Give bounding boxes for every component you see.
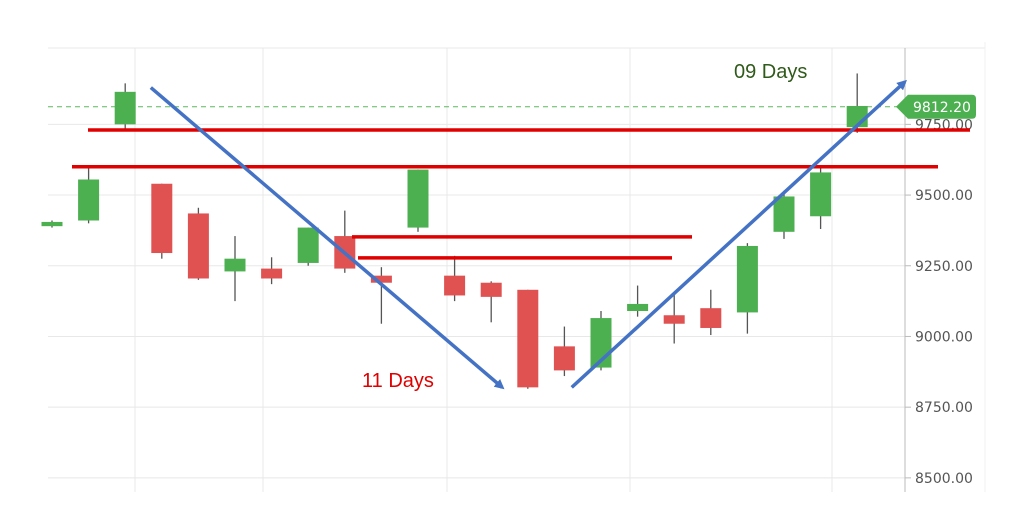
candles-layer [41, 73, 868, 389]
candle [187, 207, 209, 280]
candle-body-down [444, 275, 466, 296]
candle-body-down [553, 346, 575, 371]
candle [663, 294, 685, 344]
candle [517, 289, 539, 389]
candle-body-up [627, 303, 649, 312]
annotations-layer: 11 Days 09 Days [362, 61, 807, 392]
candle [151, 183, 173, 259]
candle [334, 210, 356, 273]
candle-body-down [187, 213, 209, 279]
current-price-tag [896, 94, 976, 119]
candle [627, 285, 649, 317]
candle-body-up [773, 196, 795, 232]
candle [78, 166, 100, 224]
candle-body-down [480, 282, 502, 297]
annotation-11-days: 11 Days [362, 370, 434, 392]
candle [736, 243, 758, 334]
candle [773, 190, 795, 239]
candle [297, 227, 319, 266]
candle-body-down [261, 268, 283, 279]
candle-body-up [736, 245, 758, 313]
candle [114, 83, 136, 129]
candle-body-up [224, 258, 246, 272]
y-tick-label: 9250.00 [915, 259, 973, 275]
candle [224, 236, 246, 302]
candle-body-down [151, 183, 173, 254]
candle [444, 255, 466, 302]
trend-arrow [149, 86, 505, 390]
y-tick-label: 8750.00 [915, 400, 973, 416]
candle-body-down [700, 308, 722, 328]
candle [261, 257, 283, 285]
candle-body-down [370, 275, 392, 283]
candle [41, 220, 63, 228]
candle-body-down [663, 315, 685, 324]
price-tag-layer: 9812.20 [896, 94, 976, 119]
y-tick-label: 8500.00 [915, 471, 973, 487]
horizontal-levels-layer [72, 128, 970, 260]
candle-body-up [297, 227, 319, 263]
candle [407, 169, 429, 232]
candle-body-up [114, 91, 136, 125]
candle [553, 326, 575, 377]
y-tick-label: 9000.00 [915, 329, 973, 345]
y-axis: 8500.008750.009000.009250.009500.009750.… [48, 42, 986, 492]
candle-body-up [407, 169, 429, 228]
y-tick-label: 9500.00 [915, 188, 973, 204]
candle-body-up [41, 221, 63, 227]
candle [370, 267, 392, 324]
candle [810, 166, 832, 229]
annotation-09-days: 09 Days [734, 61, 807, 83]
candle [700, 289, 722, 336]
candle-body-up [810, 172, 832, 217]
current-price-label: 9812.20 [913, 100, 971, 116]
candle-body-down [517, 289, 539, 388]
candle [480, 281, 502, 323]
candle-body-up [78, 179, 100, 221]
trend-arrows-layer [149, 79, 907, 390]
trend-arrow [570, 79, 907, 389]
